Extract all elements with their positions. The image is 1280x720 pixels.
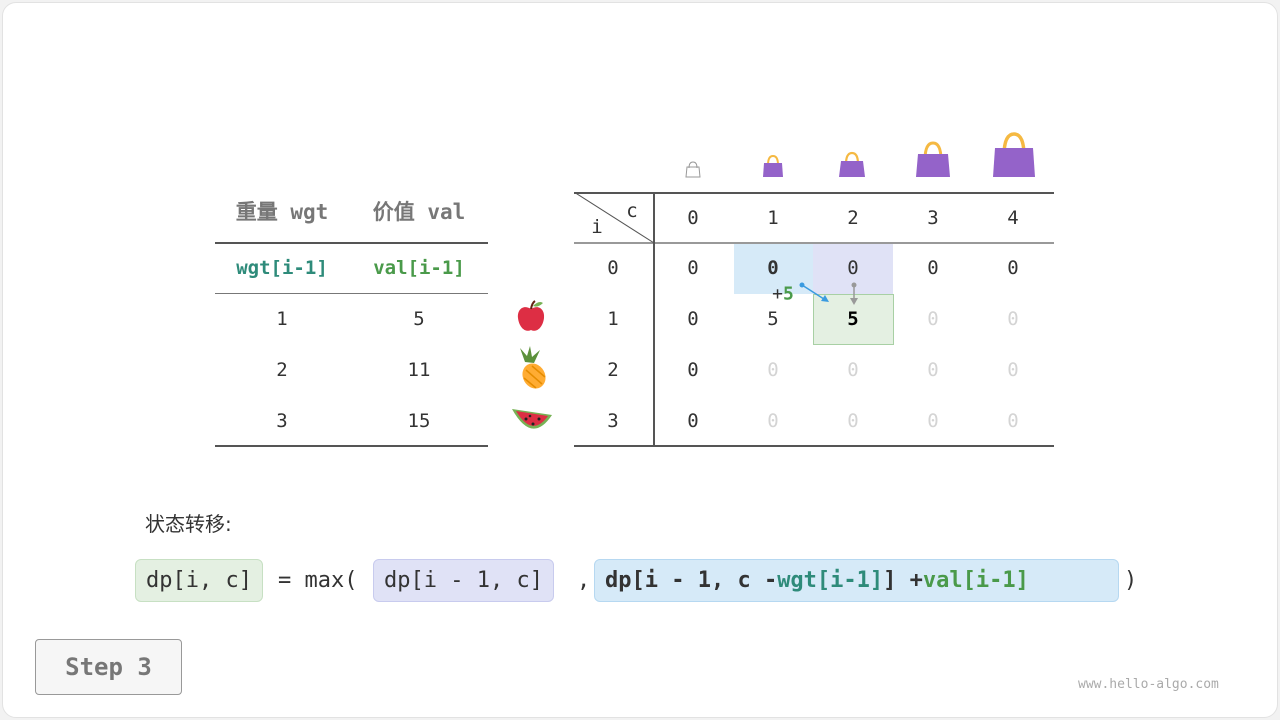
- dp-cell: 5: [767, 308, 779, 330]
- plus-label: +5: [772, 283, 794, 305]
- bag-icon-1: [763, 154, 783, 177]
- dp-cell: 0: [847, 410, 859, 432]
- dp-cell: 0: [767, 410, 779, 432]
- col-header: 1: [767, 207, 779, 229]
- divider: [215, 242, 488, 244]
- corner-c: c: [626, 200, 638, 222]
- dp-cell: 5: [847, 308, 859, 330]
- dp-cell: 0: [767, 359, 779, 381]
- row-header: 2: [607, 359, 619, 381]
- bag-icon-3: [916, 141, 950, 177]
- corner-diagonal: [574, 192, 654, 244]
- sub-header-val: val[i-1]: [373, 257, 465, 279]
- watermark: www.hello-algo.com: [1078, 677, 1219, 692]
- step-button[interactable]: Step 3: [35, 639, 182, 695]
- row-header: 3: [607, 410, 619, 432]
- divider: [215, 445, 488, 447]
- dp-cell: 0: [687, 410, 699, 432]
- transition-arrows: [799, 282, 858, 305]
- bag-icon-2: [839, 151, 865, 177]
- formula-max: = max(: [278, 568, 358, 593]
- formula-skip: dp[i - 1, c]: [373, 559, 554, 602]
- dp-cell: 0: [767, 257, 779, 279]
- bag-icon-0: [685, 161, 701, 178]
- header-wgt: 重量 wgt: [235, 200, 329, 224]
- dp-cell: 0: [927, 308, 939, 330]
- dp-cell: 0: [847, 257, 859, 279]
- divider: [215, 293, 488, 294]
- val-cell: 15: [407, 410, 431, 432]
- divider: [653, 192, 655, 446]
- bag-icon-4: [993, 132, 1035, 177]
- formula-lhs: dp[i, c]: [135, 559, 263, 602]
- dp-cell: 0: [687, 359, 699, 381]
- wgt-cell: 3: [276, 410, 288, 432]
- corner-i: i: [591, 216, 603, 238]
- wgt-cell: 2: [276, 359, 288, 381]
- divider: [574, 192, 1054, 194]
- formula-take: dp[i - 1, c - wgt[i-1]] + val[i-1]: [594, 559, 1119, 602]
- divider: [574, 242, 1054, 244]
- wgt-cell: 1: [276, 308, 288, 330]
- dp-cell: 0: [1007, 359, 1019, 381]
- watermelon-icon: [512, 409, 552, 429]
- sub-header-wgt: wgt[i-1]: [236, 257, 328, 279]
- dp-cell: 0: [927, 359, 939, 381]
- transition-label: 状态转移:: [145, 512, 232, 536]
- dp-cell: 0: [927, 257, 939, 279]
- row-header: 1: [607, 308, 619, 330]
- col-header: 3: [927, 207, 939, 229]
- dp-cell: 0: [687, 257, 699, 279]
- col-header: 2: [847, 207, 859, 229]
- dp-cell: 0: [1007, 410, 1019, 432]
- val-cell: 5: [413, 308, 425, 330]
- dp-cell: 0: [1007, 257, 1019, 279]
- row-header: 0: [607, 257, 619, 279]
- dp-cell: 0: [1007, 308, 1019, 330]
- pineapple-icon: [520, 346, 546, 389]
- formula-comma: ,: [577, 568, 591, 593]
- val-cell: 11: [407, 359, 431, 381]
- header-val: 价值 val: [372, 200, 466, 224]
- col-header: 4: [1007, 207, 1019, 229]
- dp-cell: 0: [927, 410, 939, 432]
- divider: [574, 445, 1054, 447]
- dp-cell: 0: [847, 359, 859, 381]
- col-header: 0: [687, 207, 699, 229]
- dp-cell: 0: [687, 308, 699, 330]
- formula-close: ): [1124, 568, 1138, 593]
- apple-icon: [517, 300, 545, 331]
